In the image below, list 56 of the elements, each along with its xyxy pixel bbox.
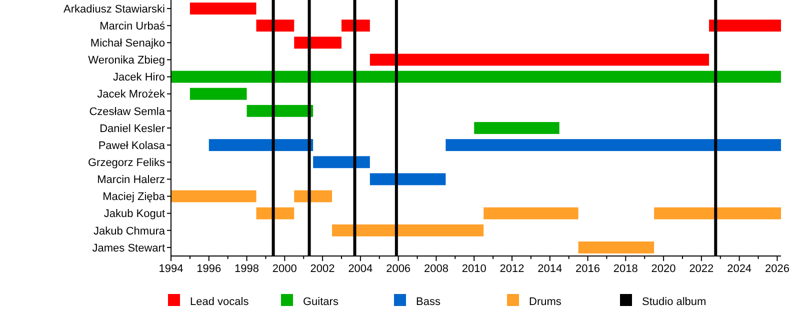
bar	[709, 20, 781, 32]
x-tick-label: 2006	[386, 263, 411, 275]
bar	[190, 88, 247, 100]
bar	[370, 54, 710, 66]
y-tick-label: Jakub Chmura	[93, 225, 166, 238]
bar	[484, 207, 578, 220]
y-tick-label: Grzegorz Feliks	[88, 156, 166, 169]
x-tick-label: 2010	[462, 263, 486, 275]
y-tick-label: Jakub Kogut	[104, 208, 165, 220]
y-tick-label: Weronika Zbieg	[88, 54, 165, 67]
x-tick-label: 2004	[348, 263, 373, 275]
legend-label: Drums	[529, 296, 562, 308]
x-tick-label: 2000	[272, 263, 297, 275]
bar	[313, 156, 370, 168]
x-tick-label: 1996	[196, 263, 222, 275]
x-tick-label: 2012	[500, 263, 524, 275]
y-tick-label: Jacek Hiro	[113, 72, 165, 84]
legend-label: Lead vocals	[190, 296, 250, 308]
bar	[654, 207, 781, 220]
y-tick-label: Marcin Halerz	[97, 174, 165, 186]
bar	[294, 36, 342, 49]
bar	[256, 20, 294, 32]
y-tick-label: Daniel Kesler	[100, 122, 166, 135]
x-tick-label: 2008	[424, 263, 448, 275]
y-tick-label: Marcin Urbaś	[100, 20, 166, 32]
bar	[171, 70, 781, 83]
bar	[256, 207, 294, 220]
x-tick-label: 1998	[234, 263, 260, 275]
legend-label: Studio album	[642, 296, 706, 308]
bar	[474, 122, 560, 134]
y-tick-label: Arkadiusz Stawiarski	[64, 3, 165, 16]
x-tick-label: 2014	[538, 263, 562, 275]
x-tick-label: 2002	[310, 263, 335, 275]
y-tick-label: Maciej Zięba	[102, 191, 166, 204]
x-tick-label: 2018	[613, 263, 638, 275]
y-tick-label: Paweł Kolasa	[98, 140, 166, 152]
bar	[332, 224, 484, 236]
y-tick-label: Czesław Semla	[89, 106, 166, 118]
legend-label: Bass	[416, 296, 441, 308]
bar	[208, 139, 314, 152]
bar	[370, 173, 446, 186]
x-tick-label: 2022	[689, 263, 714, 275]
x-tick-label: 2024	[727, 263, 752, 275]
y-tick-label: James Stewart	[92, 242, 165, 254]
bar	[578, 241, 654, 254]
bar	[446, 139, 781, 152]
bar	[190, 2, 256, 15]
bar	[171, 190, 256, 202]
bar	[341, 20, 370, 32]
x-tick-label: 1994	[158, 263, 184, 275]
legend-label: Guitars	[303, 296, 339, 308]
y-tick-label: Michał Senajko	[90, 38, 165, 50]
x-tick-label: 2020	[651, 263, 676, 275]
x-tick-label: 2026	[764, 263, 790, 275]
y-tick-label: Jacek Mrożek	[97, 88, 166, 101]
x-tick-label: 2016	[576, 263, 600, 275]
